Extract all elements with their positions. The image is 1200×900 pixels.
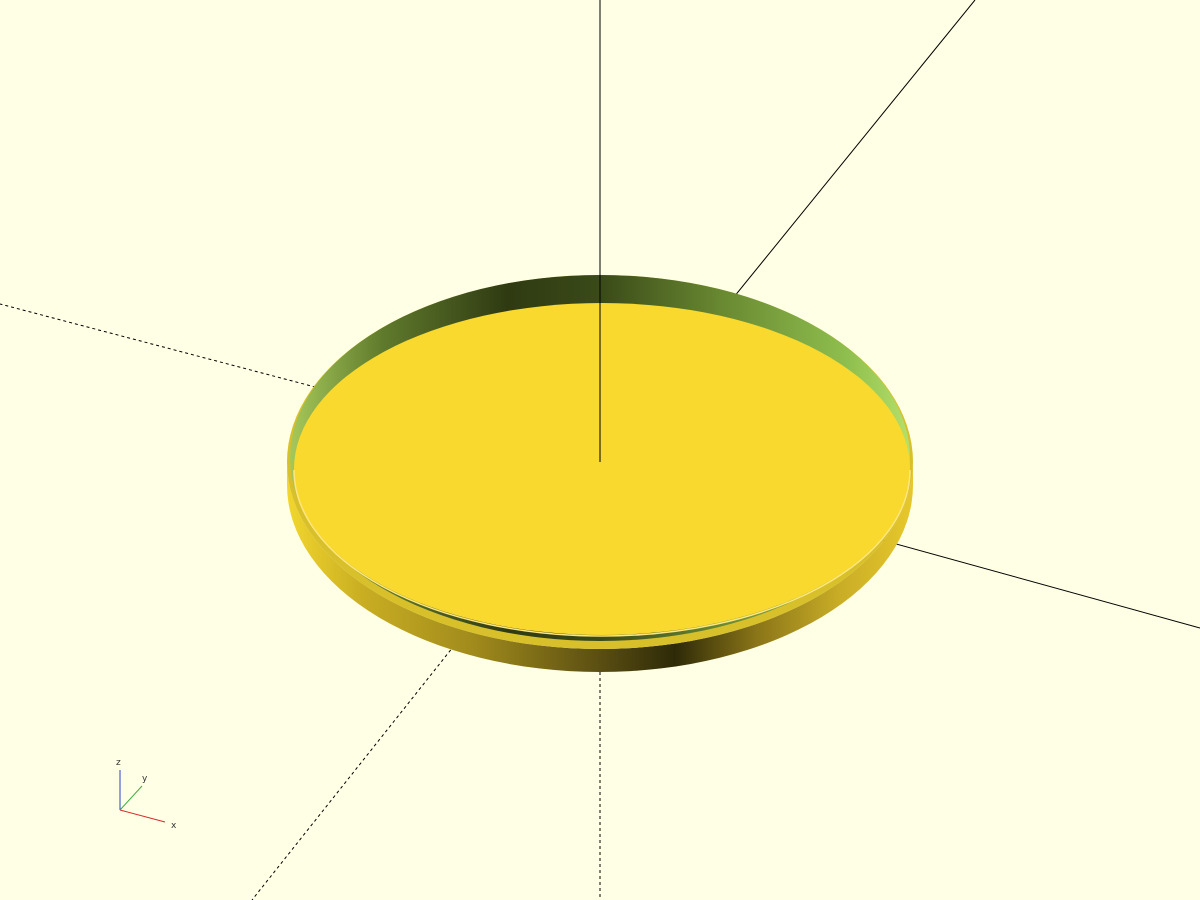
- indicator-y-line: [119, 785, 143, 811]
- axes-indicator: z y x: [116, 758, 177, 831]
- indicator-y-label: y: [142, 774, 148, 784]
- indicator-z-label: z: [116, 758, 121, 768]
- disc-front-rim-highlight: [293, 469, 911, 637]
- indicator-x-line: [119, 809, 166, 823]
- disc-top-face: [294, 303, 910, 635]
- indicator-x-label: x: [171, 821, 177, 831]
